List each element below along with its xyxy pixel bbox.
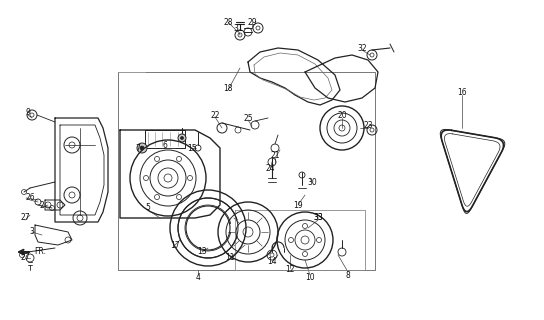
Text: 25: 25 <box>243 114 253 123</box>
Text: 2: 2 <box>40 201 45 210</box>
Text: 31: 31 <box>233 23 243 33</box>
Text: 30: 30 <box>307 178 317 187</box>
Text: 21: 21 <box>270 150 280 159</box>
Text: 24: 24 <box>265 164 275 172</box>
Circle shape <box>181 137 183 140</box>
Text: 15: 15 <box>187 143 197 153</box>
Text: 19: 19 <box>293 201 303 210</box>
Text: 18: 18 <box>223 84 233 92</box>
Text: 28: 28 <box>223 18 233 27</box>
Text: 8: 8 <box>345 270 350 279</box>
Text: 4: 4 <box>195 274 200 283</box>
Text: 33: 33 <box>313 213 323 222</box>
Text: 23: 23 <box>363 121 373 130</box>
Text: 13: 13 <box>197 247 207 257</box>
Text: 32: 32 <box>357 44 367 52</box>
Text: FR.: FR. <box>34 247 46 257</box>
Text: 11: 11 <box>225 253 235 262</box>
Text: 9: 9 <box>26 108 30 116</box>
Text: 3: 3 <box>29 228 34 236</box>
Text: 14: 14 <box>267 258 277 267</box>
Text: 5: 5 <box>146 204 151 212</box>
Text: 27: 27 <box>20 253 30 262</box>
Text: 29: 29 <box>247 18 257 27</box>
Text: 6: 6 <box>163 140 168 149</box>
Circle shape <box>178 134 186 142</box>
Text: 26: 26 <box>25 194 35 203</box>
Text: 7: 7 <box>135 143 140 153</box>
Text: 16: 16 <box>457 87 467 97</box>
Text: 10: 10 <box>305 274 315 283</box>
Text: 33: 33 <box>313 213 323 222</box>
Text: 27: 27 <box>20 213 30 222</box>
Text: 20: 20 <box>337 110 347 119</box>
Text: 17: 17 <box>170 241 180 250</box>
Circle shape <box>140 146 144 150</box>
Circle shape <box>137 143 147 153</box>
Text: 12: 12 <box>285 266 295 275</box>
Text: 22: 22 <box>210 110 220 119</box>
